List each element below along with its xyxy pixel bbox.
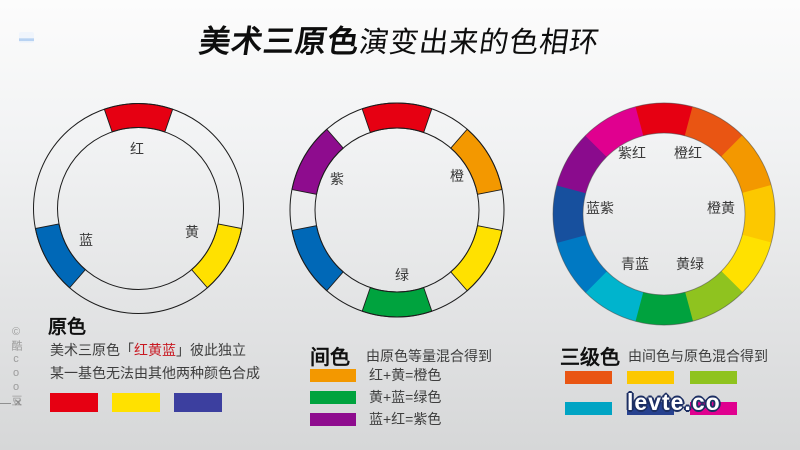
wheel-segment <box>684 271 743 322</box>
wheel-label: 红 <box>130 141 144 157</box>
cyan-blue-swatch <box>565 402 612 415</box>
wheel-ring-outline <box>289 102 505 318</box>
wheel-label: 橙黄 <box>707 200 735 216</box>
blue-swatch <box>174 393 222 412</box>
red-swatch <box>50 393 98 412</box>
blue-violet-swatch <box>627 402 674 415</box>
wheel-segment <box>556 135 607 194</box>
wheel-ring-outline <box>552 102 776 326</box>
orange-yellow-swatch <box>627 371 674 384</box>
orange-swatch <box>310 368 356 382</box>
wheel-segment <box>721 135 772 194</box>
legend-row-orange: 红+黄=橙色 <box>310 365 441 385</box>
wheel-segment <box>742 184 775 244</box>
legend-label: 红+黄=橙色 <box>369 367 442 383</box>
wheel-label: 紫红 <box>618 145 646 161</box>
primary-line1-pre: 美术三原色「 <box>50 342 134 358</box>
tertiary-heading: 三级色 <box>560 347 620 369</box>
wheel-segment <box>634 103 694 136</box>
vertical-watermark: ©酷coo豆 <box>10 326 22 408</box>
wheel-label: 青蓝 <box>621 256 649 272</box>
tertiary-color-wheel <box>552 102 776 326</box>
title-emphasis: 美术三原色 <box>197 24 363 59</box>
wheel-label: 蓝 <box>79 232 93 248</box>
wheel-label: 绿 <box>395 267 409 283</box>
faint-corner-icon <box>19 32 34 43</box>
violet-red-swatch <box>690 402 737 415</box>
orange-red-swatch <box>565 371 612 384</box>
purple-swatch <box>310 412 356 426</box>
wheel-label: 黄 <box>185 224 199 240</box>
wheel-segment <box>634 292 694 325</box>
primary-line2: 某一基色无法由其他两种颜色合成 <box>50 365 260 381</box>
secondary-desc: 由原色等量混合得到 <box>366 348 492 364</box>
wheel-ring-outline <box>314 127 480 293</box>
primary-line1-post: 」彼此独立 <box>176 342 246 358</box>
primary-heading: 原色 <box>48 317 87 338</box>
legend-label: 黄+蓝=绿色 <box>369 389 442 405</box>
primary-line1: 美术三原色「红黄蓝」彼此独立 <box>50 340 246 360</box>
yellow-swatch <box>112 393 160 412</box>
legend-row-purple: 蓝+红=紫色 <box>310 409 441 429</box>
wheel-segment <box>556 234 607 293</box>
primary-swatch-row <box>50 393 236 417</box>
wheel-label: 紫 <box>330 171 344 187</box>
wheel-segment <box>721 234 772 293</box>
wheel-segment <box>585 106 644 157</box>
watermark-close-control[interactable]: —× <box>0 394 26 410</box>
secondary-heading: 间色 <box>310 347 350 369</box>
wheel-ring-outline <box>57 127 220 290</box>
tertiary-desc: 由间色与原色混合得到 <box>628 348 768 364</box>
wheel-label: 橙红 <box>674 145 702 161</box>
green-swatch <box>310 390 356 404</box>
primary-line1-colored: 红黄蓝 <box>134 342 176 358</box>
wheel-segment <box>684 106 743 157</box>
wheel-ring-outline <box>582 132 746 296</box>
wheel-ring-outline <box>33 103 244 314</box>
wheel-segment <box>553 184 586 244</box>
title-rest: 演变出来的色相环 <box>357 27 602 59</box>
wheel-label: 蓝紫 <box>586 200 614 216</box>
page-title: 美术三原色演变出来的色相环 <box>0 16 800 61</box>
site-watermark: levte.co <box>627 389 721 415</box>
primary-color-wheel <box>33 103 244 314</box>
secondary-color-wheel <box>289 102 505 318</box>
wheel-label: 黄绿 <box>676 256 704 272</box>
yellow-green-swatch <box>690 371 737 384</box>
wheel-segment <box>585 271 644 322</box>
legend-label: 蓝+红=紫色 <box>369 411 442 427</box>
legend-row-green: 黄+蓝=绿色 <box>310 387 441 407</box>
wheel-label: 橙 <box>450 168 464 184</box>
